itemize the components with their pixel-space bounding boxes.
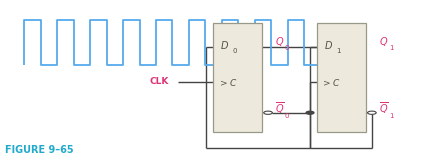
Text: $\overline{Q}$: $\overline{Q}$ xyxy=(379,100,389,116)
Text: $>C$: $>C$ xyxy=(217,77,237,88)
Circle shape xyxy=(264,111,273,114)
Text: $\overline{Q}$: $\overline{Q}$ xyxy=(276,100,285,116)
Text: 1: 1 xyxy=(389,45,393,51)
Circle shape xyxy=(306,111,314,114)
Text: 1: 1 xyxy=(389,113,393,119)
Text: $D$: $D$ xyxy=(220,39,229,51)
Bar xyxy=(316,23,366,132)
Text: 0: 0 xyxy=(233,48,237,54)
Bar xyxy=(213,23,263,132)
Text: $>C$: $>C$ xyxy=(322,77,341,88)
Text: FIGURE 9–65: FIGURE 9–65 xyxy=(5,145,74,155)
Text: $Q$: $Q$ xyxy=(276,35,285,48)
Text: 0: 0 xyxy=(285,113,289,119)
Text: $Q$: $Q$ xyxy=(379,35,388,48)
Text: 0: 0 xyxy=(285,45,289,51)
Text: 1: 1 xyxy=(336,48,341,54)
Text: $D$: $D$ xyxy=(324,39,333,51)
Text: CLK: CLK xyxy=(150,77,169,86)
Circle shape xyxy=(368,111,376,114)
